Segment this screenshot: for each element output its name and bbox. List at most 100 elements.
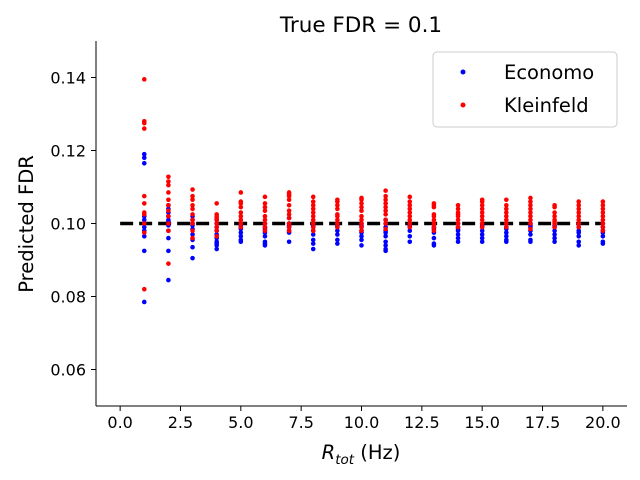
data-point-economo	[141, 233, 147, 239]
data-point-kleinfeld	[383, 208, 388, 214]
data-point-kleinfeld	[576, 199, 582, 204]
data-point-kleinfeld	[190, 206, 195, 212]
data-point-kleinfeld	[479, 202, 485, 208]
data-point-kleinfeld	[528, 213, 533, 219]
data-point-kleinfeld	[310, 228, 316, 234]
data-point-kleinfeld	[576, 210, 582, 215]
data-point-economo	[431, 235, 437, 241]
data-point-kleinfeld	[214, 221, 219, 226]
legend-marker-kleinfeld	[460, 102, 466, 108]
y-axis-label: Predicted FDR	[15, 155, 38, 293]
legend: Economo Kleinfeld	[432, 51, 618, 128]
series-economo	[141, 151, 606, 305]
data-point-kleinfeld	[479, 213, 485, 219]
data-point-economo	[141, 299, 147, 305]
data-point-kleinfeld	[504, 224, 509, 230]
data-point-kleinfeld	[166, 197, 171, 203]
data-point-kleinfeld	[504, 202, 509, 208]
data-point-economo	[576, 228, 582, 234]
x-tick-label: 17.5	[525, 413, 561, 432]
y-tick-label: 0.10	[50, 215, 86, 234]
data-point-kleinfeld	[383, 193, 388, 199]
data-point-kleinfeld	[166, 208, 171, 214]
data-point-kleinfeld	[552, 224, 557, 230]
data-point-economo	[166, 277, 171, 283]
data-point-economo	[335, 237, 340, 243]
data-point-kleinfeld	[455, 206, 461, 212]
data-point-kleinfeld	[190, 187, 195, 192]
data-point-economo	[479, 239, 485, 245]
data-point-kleinfeld	[600, 217, 606, 223]
data-point-economo	[141, 224, 147, 230]
data-point-economo	[383, 246, 388, 252]
legend-label-economo: Economo	[504, 61, 594, 84]
data-point-kleinfeld	[528, 226, 533, 232]
data-point-kleinfeld	[600, 221, 606, 226]
data-point-kleinfeld	[166, 213, 171, 219]
data-point-kleinfeld	[576, 224, 582, 230]
data-point-economo	[455, 232, 461, 237]
data-point-kleinfeld	[431, 228, 437, 234]
data-point-economo	[479, 228, 485, 234]
data-point-kleinfeld	[238, 199, 244, 204]
data-point-kleinfeld	[479, 224, 485, 230]
data-point-kleinfeld	[214, 201, 219, 206]
data-point-kleinfeld	[286, 228, 292, 234]
data-point-kleinfeld	[504, 221, 509, 226]
data-point-kleinfeld	[262, 201, 268, 206]
data-point-kleinfeld	[431, 201, 437, 206]
data-point-kleinfeld	[359, 201, 364, 206]
data-point-kleinfeld	[504, 210, 509, 215]
data-point-kleinfeld	[359, 204, 364, 210]
data-point-kleinfeld	[600, 213, 606, 219]
data-point-economo	[528, 237, 533, 243]
data-point-kleinfeld	[310, 199, 316, 204]
data-point-kleinfeld	[383, 217, 388, 223]
x-tick-label: 10.0	[344, 413, 380, 432]
data-point-economo	[190, 255, 195, 261]
data-point-kleinfeld	[238, 221, 244, 226]
data-point-kleinfeld	[335, 212, 340, 217]
data-point-kleinfeld	[166, 174, 171, 180]
data-point-kleinfeld	[166, 190, 171, 195]
x-axis-label-symbol: R	[322, 441, 336, 464]
data-point-economo	[310, 246, 316, 252]
data-point-kleinfeld	[335, 221, 340, 226]
data-point-economo	[166, 217, 171, 223]
data-point-kleinfeld	[359, 221, 364, 226]
data-point-kleinfeld	[286, 190, 292, 195]
y-tick-label: 0.12	[50, 142, 86, 161]
data-point-kleinfeld	[335, 202, 340, 208]
data-point-kleinfeld	[310, 217, 316, 223]
data-point-kleinfeld	[335, 224, 340, 230]
data-point-kleinfeld	[528, 202, 533, 208]
data-point-kleinfeld	[190, 217, 195, 223]
data-point-kleinfeld	[310, 224, 316, 230]
data-point-kleinfeld	[262, 194, 268, 200]
data-point-kleinfeld	[262, 224, 268, 230]
data-point-kleinfeld	[214, 224, 219, 230]
data-point-kleinfeld	[286, 221, 292, 226]
data-point-kleinfeld	[310, 213, 316, 219]
data-point-kleinfeld	[286, 208, 292, 214]
data-point-kleinfeld	[576, 206, 582, 212]
data-point-kleinfeld	[310, 194, 316, 200]
data-point-kleinfeld	[359, 224, 364, 230]
data-point-economo	[576, 233, 582, 239]
data-point-kleinfeld	[359, 208, 364, 214]
data-point-kleinfeld	[262, 204, 268, 210]
data-point-kleinfeld	[238, 217, 244, 223]
data-point-economo	[214, 246, 219, 252]
data-point-kleinfeld	[479, 210, 485, 215]
x-tick-label: 15.0	[464, 413, 500, 432]
data-point-kleinfeld	[600, 202, 606, 208]
data-point-kleinfeld	[528, 221, 533, 226]
series-kleinfeld	[141, 77, 606, 292]
data-point-kleinfeld	[286, 212, 292, 217]
data-point-economo	[141, 217, 147, 223]
data-point-economo	[383, 243, 388, 248]
data-point-economo	[576, 239, 582, 245]
data-point-kleinfeld	[141, 193, 147, 199]
data-point-kleinfeld	[455, 202, 461, 208]
data-point-kleinfeld	[359, 195, 364, 201]
